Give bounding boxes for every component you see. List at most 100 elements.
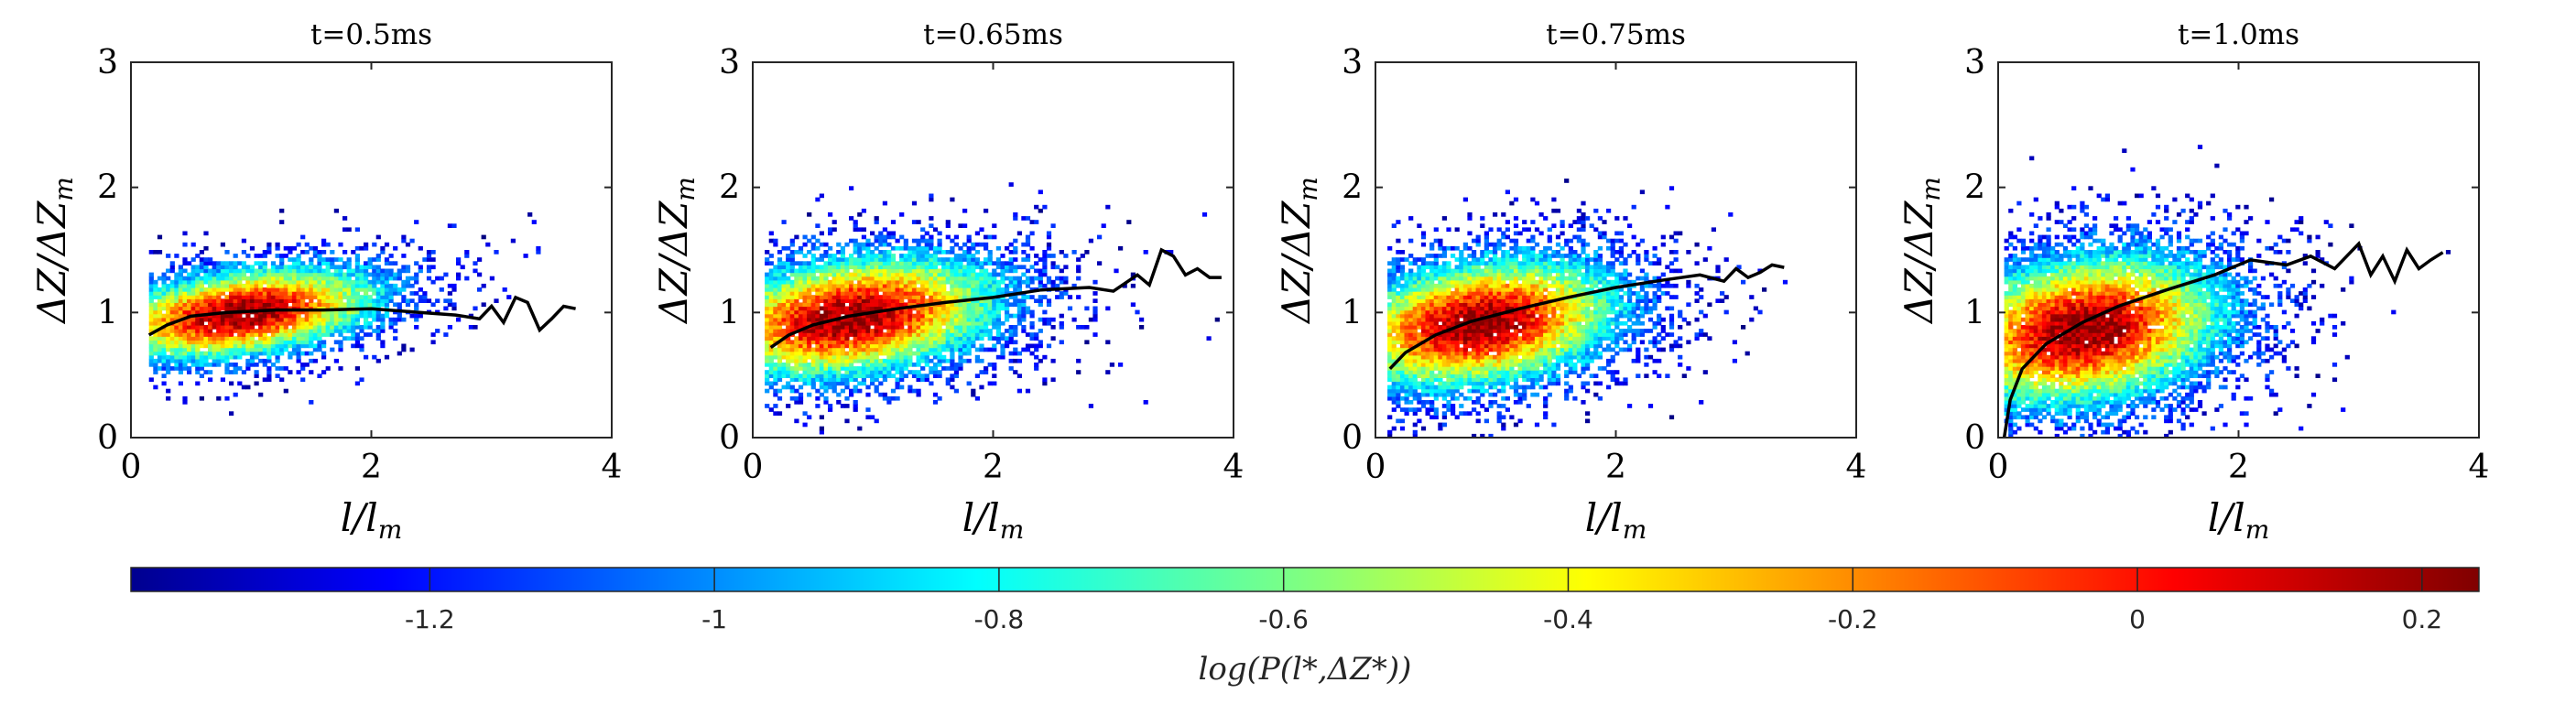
heatmap-cell [1420, 343, 1427, 349]
heatmap-cell [245, 320, 251, 326]
heatmap-cell [950, 317, 955, 322]
heatmap-cell [1462, 366, 1468, 371]
heatmap-cell [1484, 363, 1489, 367]
heatmap-cell [899, 325, 905, 330]
heatmap-cell [882, 347, 887, 352]
heatmap-cell [920, 245, 926, 251]
heatmap-cell [984, 366, 989, 371]
heatmap-cell [1417, 347, 1422, 352]
heatmap-cell [828, 325, 833, 330]
heatmap-cell [199, 276, 204, 281]
heatmap-cell [857, 332, 863, 337]
heatmap-cell [346, 268, 352, 274]
heatmap-cell [178, 325, 183, 330]
heatmap-cell [1050, 223, 1056, 228]
heatmap-cell [1462, 363, 1468, 367]
heatmap-cell [325, 268, 331, 274]
heatmap-cell [1451, 347, 1456, 352]
heatmap-cell [346, 313, 352, 319]
heatmap-cell [865, 347, 871, 352]
heatmap-cell [908, 298, 913, 303]
heatmap-cell [1420, 347, 1427, 352]
heatmap-cell [212, 358, 217, 363]
heatmap-cell [456, 261, 462, 265]
heatmap-cell [962, 313, 968, 319]
heatmap-cell [262, 313, 267, 319]
heatmap-cell [266, 329, 272, 333]
heatmap-cell [169, 332, 175, 337]
heatmap-cell [798, 295, 804, 299]
heatmap-cell [351, 313, 356, 319]
heatmap-cell [1391, 385, 1397, 390]
heatmap-cell [1484, 370, 1489, 374]
heatmap-cell [1005, 298, 1010, 303]
heatmap-cell [768, 407, 774, 412]
heatmap-cell [220, 265, 225, 270]
heatmap-cell [1404, 370, 1409, 374]
heatmap-cell [321, 302, 327, 308]
heatmap-cell [920, 272, 926, 277]
heatmap-cell [1387, 283, 1393, 288]
heatmap-cell [275, 354, 280, 360]
heatmap-cell [187, 306, 192, 311]
heatmap-cell [765, 332, 770, 337]
heatmap-cell [1462, 306, 1468, 311]
heatmap-cell [953, 279, 959, 285]
heatmap-cell [195, 343, 201, 349]
heatmap-cell [1034, 204, 1039, 210]
heatmap-cell [886, 363, 892, 367]
heatmap-cell [802, 279, 808, 285]
heatmap-cell [836, 392, 842, 397]
heatmap-cell [908, 268, 913, 274]
heatmap-cell [823, 295, 829, 299]
heatmap-cell [777, 309, 783, 315]
heatmap-cell [1425, 381, 1430, 386]
heatmap-cell [182, 231, 188, 236]
heatmap-cell [861, 313, 866, 319]
heatmap-cell [810, 332, 816, 337]
heatmap-cell [279, 325, 285, 330]
heatmap-cell [304, 272, 310, 277]
heatmap-cell [895, 291, 900, 296]
heatmap-cell [291, 276, 298, 281]
heatmap-cell [388, 295, 394, 299]
heatmap-cell [254, 320, 259, 326]
heatmap-cell [874, 418, 879, 424]
heatmap-cell [882, 377, 887, 383]
heatmap-cell [304, 276, 310, 281]
heatmap-cell [878, 392, 884, 397]
heatmap-cell [1000, 268, 1005, 274]
heatmap-cell [279, 336, 285, 341]
heatmap-cell [174, 272, 179, 277]
heatmap-cell [1038, 340, 1043, 345]
heatmap-cell [916, 250, 921, 255]
heatmap-cell [836, 306, 842, 311]
heatmap-cell [212, 268, 217, 274]
heatmap-cell [1396, 404, 1401, 408]
heatmap-cell [304, 343, 310, 349]
heatmap-cell [1459, 306, 1464, 311]
heatmap-cell [836, 287, 842, 292]
heatmap-cell [212, 325, 217, 330]
heatmap-cell [1429, 245, 1435, 251]
heatmap-cell [1420, 381, 1427, 386]
heatmap-cell [941, 332, 947, 337]
heatmap-cell [789, 287, 795, 292]
heatmap-cell [861, 227, 866, 233]
heatmap-cell [886, 329, 892, 333]
heatmap-cell [1438, 354, 1443, 360]
heatmap-cell [309, 358, 314, 363]
heatmap-cell [372, 268, 377, 274]
heatmap-cell [958, 287, 963, 292]
heatmap-cell [1168, 250, 1174, 255]
heatmap-cell [1462, 197, 1468, 202]
heatmap-cell [1025, 347, 1031, 352]
heatmap-cell [342, 283, 348, 288]
heatmap-cell [418, 298, 423, 303]
heatmap-cell [1446, 272, 1451, 277]
heatmap-cell [1387, 295, 1393, 299]
heatmap-cell [895, 385, 900, 390]
heatmap-cell [857, 291, 863, 296]
heatmap-cell [807, 268, 812, 274]
heatmap-cell [1396, 298, 1401, 303]
